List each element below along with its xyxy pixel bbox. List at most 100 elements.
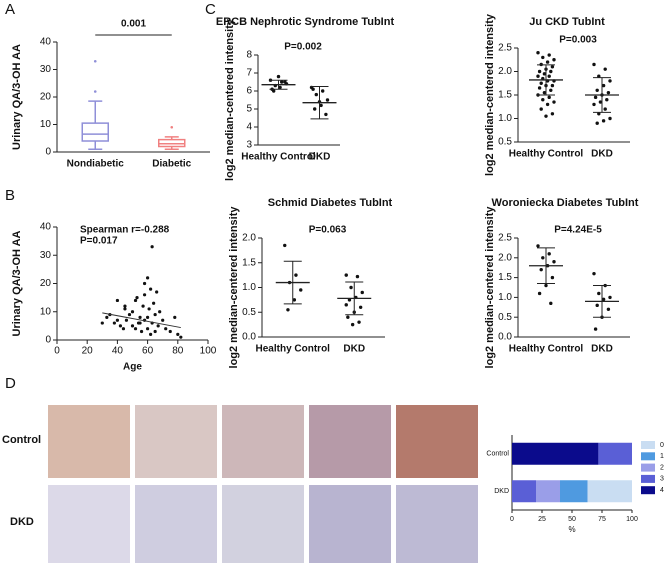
point (550, 83, 555, 88)
p-value: P=4.24E-5 (554, 225, 602, 236)
point (153, 329, 157, 334)
y-tick-label: 8 (246, 50, 252, 61)
point (358, 305, 363, 309)
point (135, 296, 139, 300)
point (542, 90, 547, 95)
point (115, 298, 119, 303)
point (545, 102, 550, 107)
point (605, 98, 609, 102)
legend-swatch (641, 452, 655, 461)
bar-segment (536, 480, 560, 503)
x-tick-label: DKD (343, 344, 365, 355)
y-tick-label: 2.5 (498, 233, 512, 244)
micrograph (222, 405, 304, 478)
point (344, 303, 348, 307)
point (325, 98, 330, 102)
point (601, 119, 606, 123)
point (552, 100, 556, 104)
panel-label: C (205, 1, 216, 18)
x-tick-label: Healthy Control (241, 152, 316, 163)
point (595, 121, 599, 125)
x-tick-label: 40 (112, 346, 124, 357)
x-tick-label: DKD (591, 149, 613, 160)
point (592, 102, 596, 107)
y-tick-label: 1.0 (242, 282, 256, 293)
y-tick-label: 7 (246, 68, 252, 79)
point (149, 332, 153, 336)
point (545, 60, 550, 64)
legend-swatch (641, 486, 655, 495)
point (539, 81, 543, 85)
x-tick-label: DKD (591, 344, 613, 355)
legend-label: 0 (660, 442, 664, 449)
point (149, 287, 153, 291)
point (549, 88, 553, 93)
x-tick-label: 100 (200, 346, 217, 357)
y-tick-label: 0.5 (242, 307, 256, 318)
point (286, 308, 290, 312)
point (294, 273, 298, 277)
y-tick-label: 1.0 (498, 113, 512, 124)
point (603, 67, 607, 71)
point (156, 324, 160, 328)
y-tick-label: 0.5 (498, 312, 512, 323)
point (350, 322, 355, 327)
x-tick-label: 20 (82, 346, 94, 357)
panel-label: D (5, 375, 16, 392)
point (142, 281, 147, 286)
y-axis-label: Urinary QA/3-OH AA (11, 44, 23, 150)
point (176, 332, 180, 336)
point (136, 321, 141, 325)
point (179, 335, 183, 339)
y-tick-label: 1.5 (498, 272, 512, 283)
point (601, 297, 606, 302)
point (321, 89, 325, 93)
micrograph (396, 405, 478, 478)
point (536, 244, 540, 248)
x-tick-label: Diabetic (152, 159, 191, 170)
panel-label: B (5, 187, 15, 204)
row-label: Control (2, 434, 41, 446)
point (547, 74, 551, 78)
point (542, 72, 547, 76)
point (283, 243, 287, 248)
x-tick-label: Healthy Control (256, 344, 331, 355)
point (146, 276, 150, 280)
legend-swatch (641, 474, 655, 483)
point (130, 310, 135, 314)
point (314, 92, 318, 97)
point (313, 107, 317, 111)
y-tick-label: 3 (246, 140, 252, 151)
legend-label: 4 (660, 487, 664, 494)
micrograph (48, 485, 130, 563)
point (150, 245, 154, 249)
y-tick-label: 10 (40, 306, 52, 317)
point (541, 55, 545, 60)
point (283, 80, 287, 84)
point (115, 318, 119, 322)
y-tick-label: 6 (246, 86, 252, 97)
x-tick-label: 25 (538, 516, 546, 523)
point (324, 112, 328, 117)
point (153, 312, 157, 317)
point (541, 256, 545, 260)
point (598, 100, 603, 104)
micrographs (48, 405, 478, 563)
point (173, 315, 177, 319)
point (158, 310, 162, 314)
legend-swatch (641, 441, 655, 449)
point (152, 301, 156, 305)
point (280, 80, 284, 84)
micrograph (135, 485, 217, 563)
point (344, 273, 348, 277)
annotation: P=0.017 (80, 236, 118, 247)
point (355, 274, 360, 279)
y-tick-label: Control (486, 451, 509, 458)
point (552, 260, 556, 264)
point (127, 312, 132, 317)
y-tick-label: 40 (40, 222, 52, 233)
point (593, 327, 598, 331)
point (105, 315, 109, 319)
y-tick-label: 30 (40, 250, 52, 261)
